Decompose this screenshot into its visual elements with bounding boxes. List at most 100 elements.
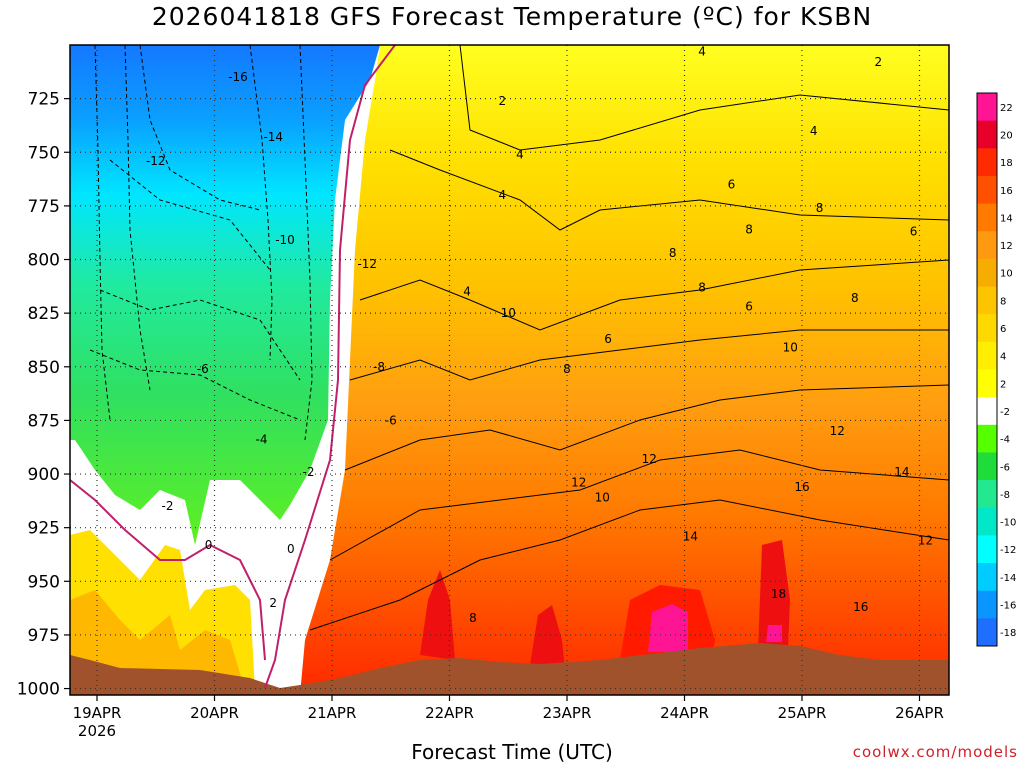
colorbar-label: -12 (1000, 545, 1016, 556)
x-year-label: 2026 (78, 722, 116, 740)
x-tick-label: 22APR (425, 704, 474, 722)
colorbar-swatch (977, 258, 997, 288)
grid (70, 45, 949, 695)
x-tick-label: 26APR (895, 704, 944, 722)
colorbar-label: 16 (1000, 186, 1013, 197)
contour-label: -2 (303, 465, 315, 479)
hot-pocket-24apr-core (648, 604, 688, 652)
y-tick-label: 725 (28, 90, 60, 110)
contour-label: -16 (228, 70, 248, 84)
contour-label: 10 (501, 306, 516, 320)
contour-label: -12 (357, 257, 377, 271)
contour-label: 8 (816, 201, 824, 215)
cold-region (70, 45, 380, 545)
contour-label: 14 (894, 465, 909, 479)
x-axis-title: Forecast Time (UTC) (411, 740, 613, 764)
contour-label: 2 (499, 94, 507, 108)
contour-label: -8 (373, 360, 385, 374)
colorbar-label: -8 (1000, 490, 1010, 501)
colorbar-swatch (977, 314, 997, 343)
y-tick-label: 875 (28, 411, 60, 431)
contour-label: 12 (830, 424, 845, 438)
contour-label: 8 (698, 280, 706, 294)
colorbar-swatch (977, 480, 997, 509)
hot-pocket-23apr (530, 605, 565, 670)
contour-label: 8 (669, 246, 677, 260)
contour-label: 0 (205, 538, 213, 552)
y-axis: 725 750 775 800 825 850 875 900 925 950 975 1000 (17, 90, 70, 700)
contour-label: -12 (146, 154, 166, 168)
colorbar-label: 12 (1000, 241, 1013, 252)
colorbar-swatch (977, 369, 997, 398)
colorbar-swatch (977, 424, 997, 453)
freezing-line (264, 45, 396, 689)
colorbar-swatch (977, 93, 997, 122)
colorbar-label: 4 (1000, 352, 1006, 363)
contour-label: 12 (918, 534, 933, 548)
contour-labels: -16-14-12-10-12-6 -8-6-4-2-20 022444424688… (146, 45, 1024, 625)
contour-label: -6 (197, 362, 209, 376)
colorbar-swatch (977, 286, 997, 315)
colorbar-label: 8 (1000, 296, 1006, 307)
colorbar-swatch (977, 231, 997, 260)
x-tick-label: 21APR (308, 704, 357, 722)
x-tick-label: 20APR (190, 704, 239, 722)
contour-label: 4 (499, 188, 507, 202)
y-tick-label: 825 (28, 304, 60, 324)
contour-label: 16 (853, 600, 868, 614)
contour-label: 6 (604, 332, 612, 346)
colorbar-label: 22 (1000, 103, 1013, 114)
contour-label: 10 (783, 340, 798, 354)
contour-label: -4 (256, 433, 268, 447)
y-tick-label: 950 (28, 572, 60, 592)
colorbar-swatch (977, 148, 997, 177)
x-tick-label: 23APR (543, 704, 592, 722)
colorbar-label: 2 (1000, 379, 1006, 390)
contour-label: 8 (469, 611, 477, 625)
x-tick-label: 25APR (778, 704, 827, 722)
y-tick-label: 750 (28, 143, 60, 163)
colorbar-swatch (977, 563, 997, 592)
contour-label: -2 (162, 499, 174, 513)
contour-label: 2 (269, 596, 277, 610)
contour-label: 12 (571, 476, 586, 490)
contour-label: 4 (810, 124, 818, 138)
contour-label: 4 (516, 147, 524, 161)
y-tick-label: 900 (28, 465, 60, 485)
hot-pocket-25apr (758, 540, 790, 650)
colorbar-label: -6 (1000, 462, 1010, 473)
colorbar-swatch (977, 341, 997, 370)
contour-label: 6 (728, 177, 736, 191)
colorbar-swatch (977, 120, 997, 149)
contour-label: 12 (642, 452, 657, 466)
warm-region (300, 45, 949, 695)
contour-label: 2 (875, 55, 883, 69)
warm-contours (309, 45, 949, 631)
contour-label: 6 (745, 300, 753, 314)
colorbar-swatch (977, 590, 997, 619)
colorbar-swatch (977, 507, 997, 536)
contour-label: -10 (275, 233, 295, 247)
hot-pocket-22apr (420, 570, 455, 660)
contour-label: 10 (1018, 396, 1024, 410)
y-tick-label: 800 (28, 251, 60, 271)
x-axis: 19APR 20APR 21APR 22APR 23APR 24APR 25APR 26APR… (73, 695, 944, 740)
contour-label: -6 (385, 413, 397, 427)
x-tick-label: 19APR (73, 704, 122, 722)
contour-label: 16 (794, 480, 809, 494)
contour-label: 8 (745, 222, 753, 236)
contour-label: 4 (463, 285, 471, 299)
hot-pocket-25apr-core (766, 625, 782, 642)
contour-label: -14 (263, 130, 283, 144)
colorbar-swatch (977, 397, 997, 426)
colorbar-label: -10 (1000, 518, 1016, 529)
colorbar-frame (976, 92, 998, 647)
colorbar-swatch (977, 535, 997, 564)
contour-label: 8 (851, 291, 859, 305)
freezing-line-lower (70, 479, 266, 661)
terrain (70, 643, 949, 695)
colorbar-label: -18 (1000, 628, 1016, 639)
colorbar-label: -14 (1000, 573, 1016, 584)
y-tick-label: 925 (28, 519, 60, 539)
y-tick-label: 850 (28, 358, 60, 378)
